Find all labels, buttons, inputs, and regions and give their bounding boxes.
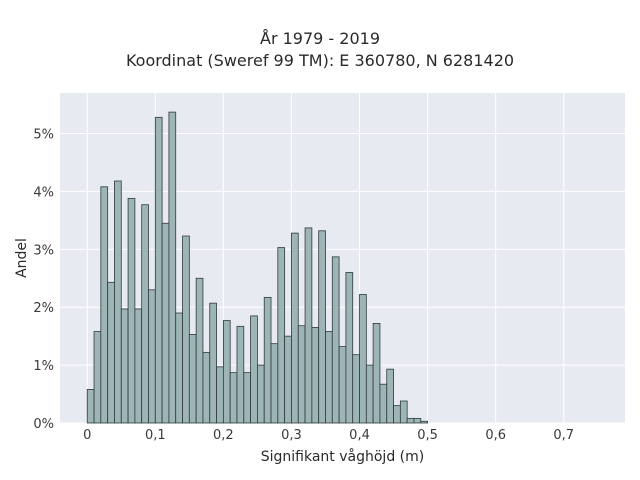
histogram-bar [352, 354, 360, 424]
histogram-bar [386, 368, 394, 424]
histogram-bar [297, 325, 306, 424]
x-tick-label: 0,3 [281, 428, 302, 443]
histogram-bar [100, 186, 109, 424]
histogram-bar [372, 323, 381, 424]
histogram-bar [331, 256, 340, 424]
histogram-bar [182, 235, 190, 424]
x-tick-labels: 0 0,1 0,2 0,3 0,4 0,5 0,6 0,7 [83, 428, 574, 443]
histogram-bar [154, 116, 163, 424]
histogram-bar [277, 247, 286, 424]
y-tick-label: 0% [33, 417, 54, 432]
histogram-bar [161, 222, 170, 424]
histogram-bar [148, 289, 156, 424]
x-tick-label: 0,7 [553, 428, 574, 443]
histogram-bar [175, 312, 183, 424]
histogram-bar [114, 180, 122, 424]
x-tick-label: 0,2 [213, 428, 234, 443]
histogram-bar [263, 296, 272, 424]
histogram-bar [284, 335, 292, 424]
histogram-bar [359, 294, 367, 424]
bars [86, 111, 428, 424]
histogram-bar [304, 227, 313, 424]
histogram-bar [168, 111, 177, 424]
histogram-bar [338, 346, 347, 424]
x-axis-label: Signifikant våghöjd (m) [261, 448, 424, 465]
histogram-bar [141, 204, 149, 424]
histogram-bar [318, 230, 326, 424]
histogram-bar [188, 334, 197, 424]
histogram-bar [345, 272, 354, 424]
histogram-bar [379, 383, 388, 424]
histogram-bar [222, 320, 231, 424]
histogram-bar [420, 420, 428, 424]
histogram-bar [325, 331, 333, 424]
x-tick-label: 0 [83, 428, 91, 443]
histogram-bar [202, 351, 211, 424]
x-tick-label: 0,5 [417, 428, 438, 443]
histogram-bar [107, 281, 115, 424]
y-tick-label: 3% [33, 243, 54, 258]
histogram-bar [399, 400, 408, 424]
histogram-bar [229, 372, 238, 424]
y-axis-label: Andel [14, 238, 30, 278]
histogram-bar [127, 197, 136, 424]
y-tick-label: 1% [33, 359, 54, 374]
histogram-bar [243, 372, 252, 424]
histogram-bar [250, 315, 258, 424]
histogram-bar [120, 308, 129, 424]
x-tick-label: 0,1 [145, 428, 166, 443]
x-tick-label: 0,4 [349, 428, 370, 443]
histogram-bar [236, 325, 245, 424]
x-tick-label: 0,6 [485, 428, 506, 443]
histogram-bar [393, 405, 401, 424]
histogram-bar [406, 417, 415, 424]
histogram-bar [291, 232, 299, 424]
y-tick-label: 5% [33, 128, 54, 143]
histogram-bar [413, 417, 422, 424]
histogram-bar [216, 366, 224, 424]
histogram-bar [365, 364, 374, 424]
histogram-bar [209, 302, 217, 424]
histogram-bar [86, 389, 95, 424]
y-tick-label: 2% [33, 301, 54, 316]
y-tick-labels: 0% 1% 2% 3% 4% 5% [33, 128, 54, 432]
histogram-bar [311, 327, 320, 424]
y-tick-label: 4% [33, 185, 54, 200]
histogram-bar [257, 364, 265, 424]
histogram-bar [270, 343, 279, 424]
histogram-bar [134, 308, 143, 424]
chart-title: År 1979 - 2019 [260, 29, 380, 48]
chart-subtitle: Koordinat (Sweref 99 TM): E 360780, N 62… [125, 51, 515, 70]
histogram-bar [195, 277, 204, 424]
histogram-bar [93, 331, 102, 424]
